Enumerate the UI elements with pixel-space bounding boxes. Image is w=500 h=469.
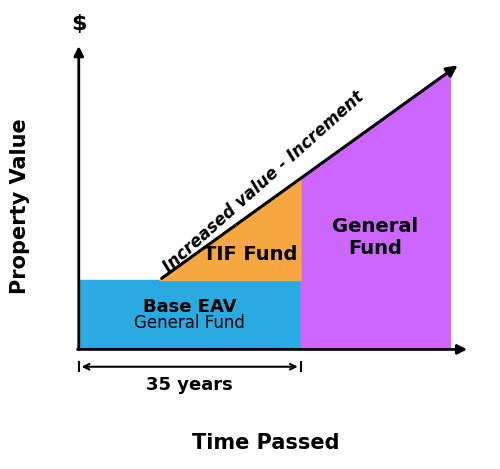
Text: 35 years: 35 years [146,376,233,394]
Text: Base EAV: Base EAV [143,298,236,316]
Text: Property Value: Property Value [10,118,30,294]
Text: TIF Fund: TIF Fund [203,245,298,264]
Text: Time Passed: Time Passed [192,433,340,454]
Text: General Fund: General Fund [134,314,245,332]
Text: $: $ [71,14,86,34]
Text: General
Fund: General Fund [332,217,418,258]
Text: Increased value - Increment: Increased value - Increment [160,87,368,276]
